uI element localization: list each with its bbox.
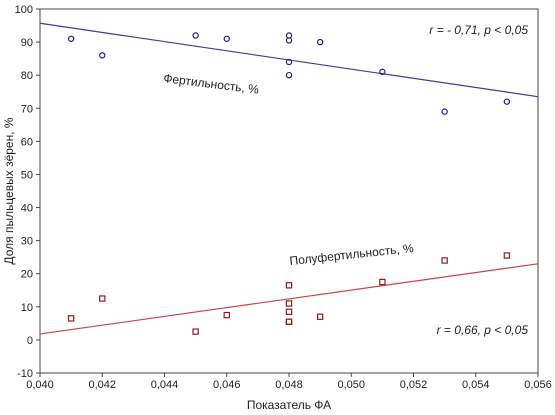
fit-line-semifertility xyxy=(39,263,539,335)
y-tick-label: 70 xyxy=(21,103,33,115)
point-semifertility xyxy=(285,282,293,289)
y-tick-label: 90 xyxy=(21,37,33,49)
point-semifertility xyxy=(285,318,293,325)
point-fertility xyxy=(99,52,106,59)
x-tick-label: 0,052 xyxy=(400,379,428,391)
annotation-semifertility: r = 0,66, p < 0,05 xyxy=(437,323,529,337)
point-fertility xyxy=(285,37,293,44)
point-semifertility xyxy=(192,328,199,335)
point-fertility xyxy=(285,58,293,66)
plot-frame xyxy=(39,8,539,374)
x-axis-ticks: 0,040 0,042 0,044 0,046 0,048 0,050 0,052 0,054… xyxy=(26,373,552,391)
y-tick-label: 40 xyxy=(21,203,33,215)
point-fertility xyxy=(379,68,386,76)
point-fertility xyxy=(503,98,511,105)
point-semifertility xyxy=(379,278,386,286)
fit-line-fertility xyxy=(39,22,539,98)
x-tick-label: 0,054 xyxy=(462,379,490,391)
x-tick-label: 0,056 xyxy=(524,379,552,391)
x-axis-label: Показатель ФА xyxy=(247,398,331,412)
y-tick-label: 30 xyxy=(21,236,33,248)
point-semifertility xyxy=(99,295,106,302)
x-tick-label: 0,048 xyxy=(275,379,303,391)
x-tick-label: 0,046 xyxy=(213,379,241,391)
x-tick-label: 0,040 xyxy=(26,379,54,391)
y-tick-label: 100 xyxy=(15,4,33,16)
point-fertility xyxy=(441,108,448,115)
point-semifertility xyxy=(67,315,75,322)
y-tick-label: 50 xyxy=(21,169,33,181)
y-axis-ticks: -10 0 10 20 30 40 50 60 70 80 90 100 xyxy=(15,4,40,380)
point-fertility xyxy=(316,38,324,46)
point-fertility xyxy=(192,32,199,39)
point-fertility xyxy=(67,35,75,42)
point-fertility xyxy=(223,35,230,42)
point-semifertility xyxy=(316,313,324,320)
x-tick-label: 0,042 xyxy=(88,379,116,391)
annotation-fertility: r = - 0,71, p < 0,05 xyxy=(429,23,528,37)
y-tick-label: 20 xyxy=(21,269,33,281)
series-label-semifertility: Полуфертильность, % xyxy=(289,241,415,268)
regression-lines xyxy=(39,22,539,335)
point-semifertility xyxy=(503,252,511,259)
data-points xyxy=(67,32,511,335)
y-tick-label: -10 xyxy=(17,368,33,380)
series-label-fertility: Фертильность, % xyxy=(163,71,260,97)
point-semifertility xyxy=(285,300,293,307)
y-tick-label: 10 xyxy=(21,302,33,314)
y-axis-label: Доля пыльцевых зёрен, % xyxy=(2,117,16,264)
y-tick-label: 60 xyxy=(21,136,33,148)
y-tick-label: 0 xyxy=(27,335,33,347)
y-tick-label: 80 xyxy=(21,70,33,82)
point-semifertility xyxy=(441,257,448,264)
point-fertility xyxy=(285,71,293,79)
point-semifertility xyxy=(223,311,230,319)
x-tick-label: 0,044 xyxy=(151,379,179,391)
point-semifertility xyxy=(285,308,293,315)
x-tick-label: 0,050 xyxy=(337,379,365,391)
point-semifertility xyxy=(285,318,293,325)
